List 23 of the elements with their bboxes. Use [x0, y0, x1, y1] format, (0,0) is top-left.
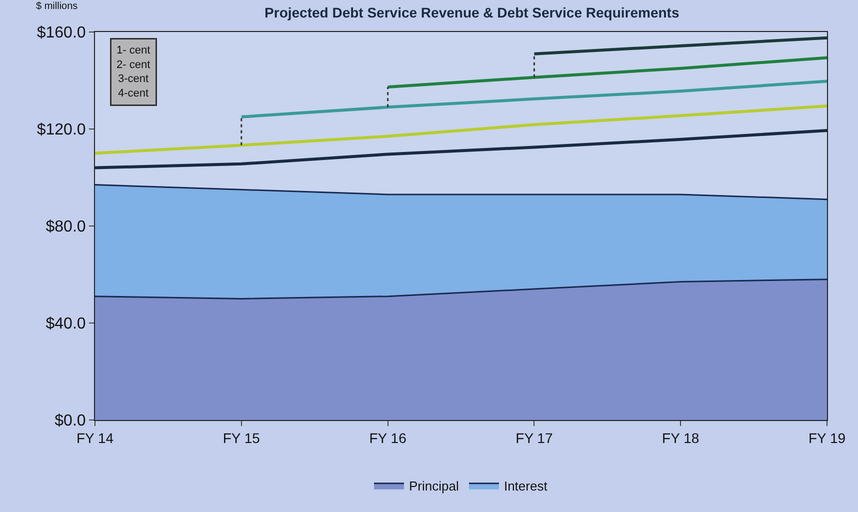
legend-label: Principal: [409, 478, 459, 494]
annotation: 3-cent: [118, 73, 149, 86]
y-tick-label: $120.0: [36, 122, 86, 139]
x-tick-label: FY 19: [808, 430, 846, 446]
y-tick-label: $40.0: [46, 316, 86, 333]
y-tick-label: $160.0: [36, 24, 86, 42]
chart-title: Projected Debt Service Revenue & Debt Service Requirements: [264, 4, 680, 20]
y-tick-label: $0.0: [54, 412, 86, 430]
legend-label: Interest: [504, 478, 548, 494]
line-series: [95, 104, 827, 155]
x-tick-label: FY 14: [76, 430, 114, 446]
x-tick-label: FY 18: [662, 430, 700, 446]
line-series: [240, 80, 827, 118]
y-axis-title: $ millions: [36, 1, 78, 12]
x-tick-label: FY 15: [222, 430, 260, 446]
annotation: 4-cent: [118, 87, 149, 100]
y-tick-label: $80.0: [46, 218, 86, 236]
x-tick-label: FY 16: [369, 430, 407, 446]
annotation: 2- cent: [116, 58, 150, 71]
line-series: [386, 56, 827, 89]
x-tick-label: FY 17: [516, 430, 553, 446]
line-series: [95, 128, 827, 170]
annotation: 1- cent: [116, 44, 150, 56]
